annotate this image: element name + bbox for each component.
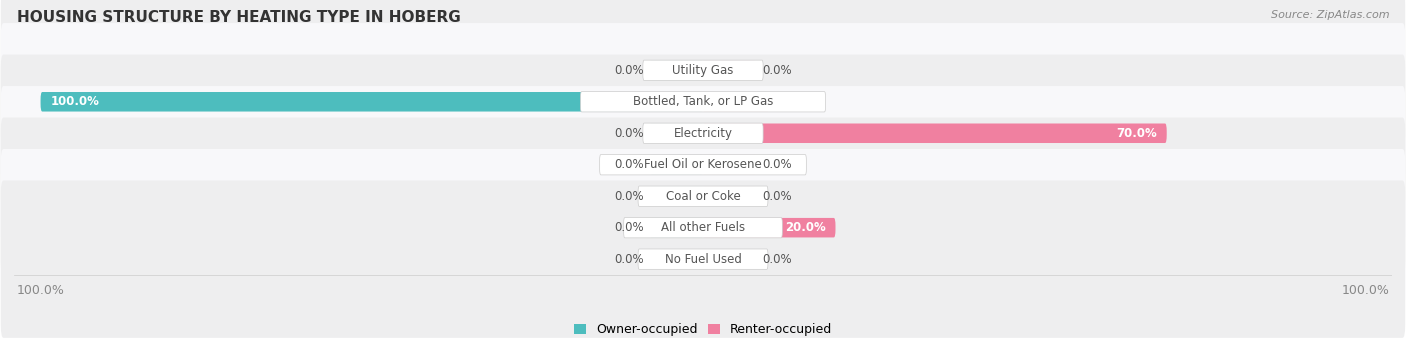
FancyBboxPatch shape — [650, 249, 703, 269]
Text: 100.0%: 100.0% — [51, 95, 100, 108]
FancyBboxPatch shape — [1, 86, 1405, 243]
Text: 0.0%: 0.0% — [762, 158, 792, 171]
FancyBboxPatch shape — [638, 186, 768, 206]
Text: 0.0%: 0.0% — [614, 253, 644, 266]
Text: 0.0%: 0.0% — [614, 221, 644, 234]
FancyBboxPatch shape — [703, 218, 835, 237]
Text: Coal or Coke: Coal or Coke — [665, 190, 741, 203]
FancyBboxPatch shape — [1, 149, 1405, 306]
Text: 0.0%: 0.0% — [614, 158, 644, 171]
Text: HOUSING STRUCTURE BY HEATING TYPE IN HOBERG: HOUSING STRUCTURE BY HEATING TYPE IN HOB… — [17, 10, 461, 25]
FancyBboxPatch shape — [703, 92, 769, 112]
FancyBboxPatch shape — [1, 180, 1405, 338]
Text: Fuel Oil or Kerosene: Fuel Oil or Kerosene — [644, 158, 762, 171]
Text: 0.0%: 0.0% — [762, 64, 792, 77]
Text: 0.0%: 0.0% — [762, 253, 792, 266]
FancyBboxPatch shape — [703, 249, 756, 269]
FancyBboxPatch shape — [703, 155, 756, 175]
FancyBboxPatch shape — [650, 187, 703, 206]
Text: Electricity: Electricity — [673, 127, 733, 140]
FancyBboxPatch shape — [1, 23, 1405, 180]
FancyBboxPatch shape — [703, 187, 756, 206]
Text: 0.0%: 0.0% — [614, 127, 644, 140]
FancyBboxPatch shape — [650, 218, 703, 237]
FancyBboxPatch shape — [643, 123, 763, 144]
Text: Bottled, Tank, or LP Gas: Bottled, Tank, or LP Gas — [633, 95, 773, 108]
Text: 70.0%: 70.0% — [1116, 127, 1157, 140]
FancyBboxPatch shape — [643, 60, 763, 80]
FancyBboxPatch shape — [1, 118, 1405, 275]
FancyBboxPatch shape — [1, 0, 1405, 149]
Text: 10.0%: 10.0% — [718, 95, 759, 108]
FancyBboxPatch shape — [638, 249, 768, 269]
Text: 20.0%: 20.0% — [785, 221, 825, 234]
FancyBboxPatch shape — [624, 218, 782, 238]
FancyBboxPatch shape — [650, 155, 703, 175]
FancyBboxPatch shape — [1, 55, 1405, 212]
FancyBboxPatch shape — [650, 123, 703, 143]
FancyBboxPatch shape — [650, 61, 703, 80]
FancyBboxPatch shape — [703, 61, 756, 80]
FancyBboxPatch shape — [581, 92, 825, 112]
Text: 0.0%: 0.0% — [614, 190, 644, 203]
FancyBboxPatch shape — [41, 92, 703, 112]
Text: No Fuel Used: No Fuel Used — [665, 253, 741, 266]
Text: Utility Gas: Utility Gas — [672, 64, 734, 77]
Text: 0.0%: 0.0% — [762, 190, 792, 203]
FancyBboxPatch shape — [703, 123, 1167, 143]
Text: 0.0%: 0.0% — [614, 64, 644, 77]
Text: All other Fuels: All other Fuels — [661, 221, 745, 234]
Legend: Owner-occupied, Renter-occupied: Owner-occupied, Renter-occupied — [574, 323, 832, 336]
Text: Source: ZipAtlas.com: Source: ZipAtlas.com — [1271, 10, 1389, 20]
FancyBboxPatch shape — [599, 154, 807, 175]
